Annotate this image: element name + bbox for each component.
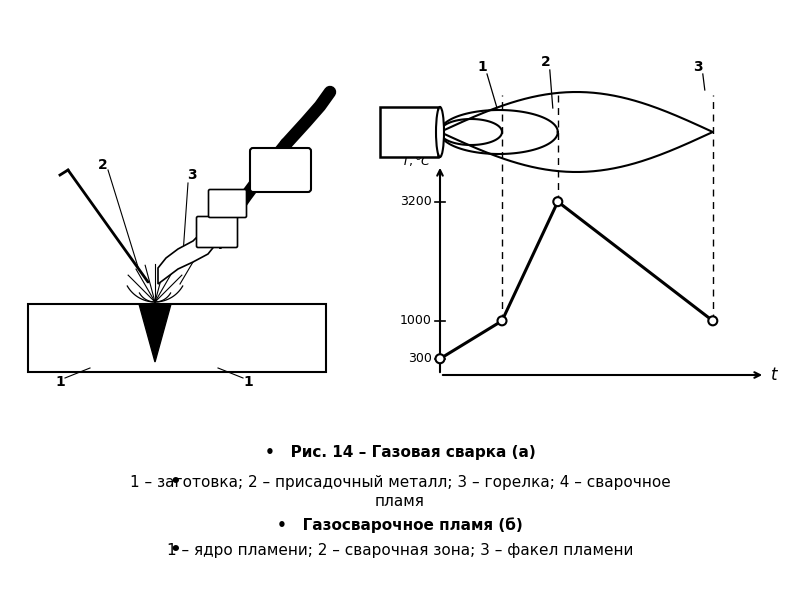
FancyBboxPatch shape xyxy=(197,217,238,247)
Text: 2: 2 xyxy=(541,55,550,69)
Circle shape xyxy=(498,316,506,325)
Text: 1 – заготовка; 2 – присадочный металл; 3 – горелка; 4 – сварочное: 1 – заготовка; 2 – присадочный металл; 3… xyxy=(130,475,670,490)
Text: $T,^oC$: $T,^oC$ xyxy=(402,154,432,169)
Text: $t$: $t$ xyxy=(770,366,779,384)
Text: 1: 1 xyxy=(55,375,65,389)
FancyBboxPatch shape xyxy=(209,190,246,217)
Text: 300: 300 xyxy=(408,352,432,365)
Polygon shape xyxy=(139,304,171,362)
Text: •   Газосварочное пламя (б): • Газосварочное пламя (б) xyxy=(277,517,523,533)
Text: •: • xyxy=(169,541,181,559)
Text: 4: 4 xyxy=(213,238,223,252)
Text: 3: 3 xyxy=(693,60,702,74)
Circle shape xyxy=(554,197,562,206)
Bar xyxy=(380,107,438,157)
Text: 1000: 1000 xyxy=(400,314,432,328)
Text: •: • xyxy=(169,473,181,491)
Circle shape xyxy=(708,316,718,325)
Text: 1 – ядро пламени; 2 – сварочная зона; 3 – факел пламени: 1 – ядро пламени; 2 – сварочная зона; 3 … xyxy=(167,542,633,557)
Text: 2: 2 xyxy=(98,158,108,172)
Ellipse shape xyxy=(436,107,444,157)
Bar xyxy=(28,304,326,372)
FancyBboxPatch shape xyxy=(250,148,311,192)
Polygon shape xyxy=(158,232,216,284)
Circle shape xyxy=(435,354,445,363)
Text: пламя: пламя xyxy=(375,494,425,509)
Text: 3: 3 xyxy=(187,168,197,182)
Text: 1: 1 xyxy=(243,375,253,389)
Text: 3200: 3200 xyxy=(400,195,432,208)
Text: •   Рис. 14 – Газовая сварка (а): • Рис. 14 – Газовая сварка (а) xyxy=(265,445,535,460)
Text: 1: 1 xyxy=(477,60,487,74)
